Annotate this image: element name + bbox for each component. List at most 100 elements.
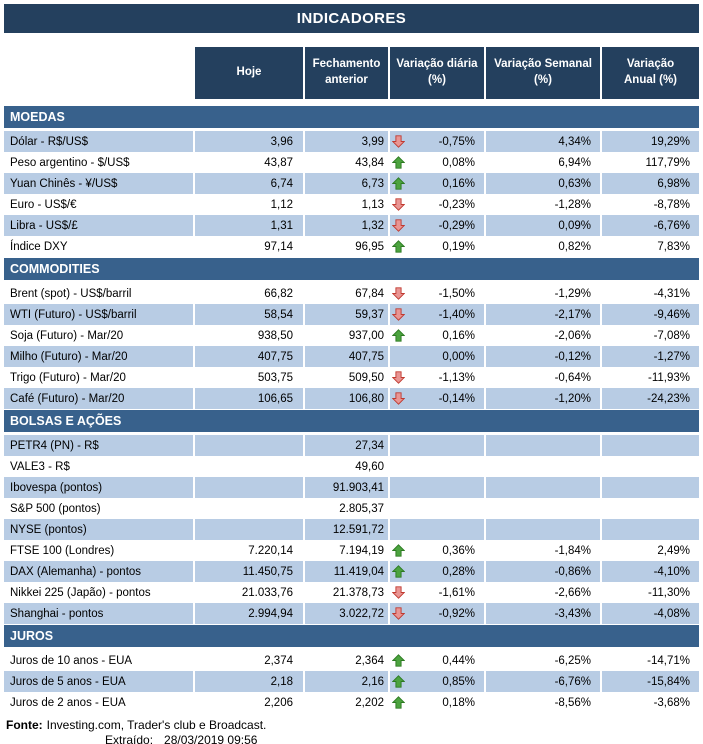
cell-label[interactable]: Índice DXY (4, 236, 195, 257)
cell-hoje[interactable] (195, 498, 305, 519)
cell-fechamento[interactable]: 509,50 (305, 367, 390, 388)
cell-fechamento[interactable]: 67,84 (305, 283, 390, 304)
cell-variacao-semanal[interactable]: -2,17% (486, 304, 602, 325)
cell-variacao-anual[interactable]: -4,31% (653, 287, 690, 300)
cell-variacao-semanal[interactable] (486, 498, 602, 519)
section-header-bolsas-e-a-es[interactable]: BOLSAS E AÇÕES (4, 410, 699, 432)
cell-variacao-diaria[interactable]: 0,16% (390, 325, 486, 346)
cell-fechamento[interactable]: 3,99 (305, 131, 390, 152)
cell-variacao-diaria[interactable]: 0,85% (390, 671, 486, 692)
cell-hoje[interactable] (195, 519, 305, 540)
section-header-moedas[interactable]: MOEDAS (4, 106, 699, 128)
cell-variacao-anual[interactable]: -24,23% (602, 388, 699, 409)
cell-variacao-diaria[interactable]: 0,16% (390, 173, 486, 194)
cell-variacao-diaria[interactable]: 0,36% (390, 540, 486, 561)
cell-variacao-anual[interactable]: -3,68% (653, 696, 690, 709)
cell-hoje[interactable]: 6,74 (195, 173, 305, 194)
cell-hoje[interactable]: 106,65 (195, 388, 305, 409)
cell-label[interactable]: S&P 500 (pontos) (4, 498, 195, 519)
cell-fechamento[interactable]: 1,13 (305, 194, 390, 215)
column-header-variacao-anual[interactable]: Variação Anual (%) (602, 47, 699, 99)
cell-variacao-anual[interactable]: 19,29% (602, 131, 699, 152)
section-header-juros[interactable]: JUROS (4, 625, 699, 647)
cell-label[interactable]: DAX (Alemanha) - pontos (4, 561, 195, 582)
column-header-variacao-semanal[interactable]: Variação Semanal (%) (486, 47, 602, 99)
cell-label[interactable]: VALE3 - R$ (4, 456, 195, 477)
cell-variacao-anual[interactable]: -6,76% (602, 215, 699, 236)
cell-variacao-semanal[interactable]: 4,34% (486, 131, 602, 152)
cell-hoje[interactable]: 1,12 (195, 194, 305, 215)
cell-variacao-semanal[interactable] (486, 435, 602, 456)
cell-fechamento[interactable]: 96,95 (305, 236, 390, 257)
cell-variacao-anual[interactable]: -1,27% (602, 346, 699, 367)
cell-variacao-diaria[interactable] (390, 498, 486, 519)
cell-hoje[interactable]: 407,75 (195, 346, 305, 367)
cell-variacao-semanal[interactable]: -0,64% (486, 367, 602, 388)
cell-variacao-diaria[interactable]: 0,00% (390, 346, 486, 367)
cell-variacao-diaria[interactable] (390, 519, 486, 540)
cell-fechamento[interactable]: 27,34 (305, 435, 390, 456)
cell-label[interactable]: Milho (Futuro) - Mar/20 (4, 346, 195, 367)
cell-fechamento[interactable]: 21.378,73 (305, 582, 390, 603)
cell-variacao-semanal[interactable]: 0,82% (486, 236, 602, 257)
cell-variacao-semanal[interactable]: -2,06% (486, 325, 602, 346)
cell-variacao-semanal[interactable]: -2,66% (486, 582, 602, 603)
cell-hoje[interactable]: 2,206 (195, 692, 305, 713)
cell-variacao-semanal[interactable]: -1,28% (486, 194, 602, 215)
cell-label[interactable]: PETR4 (PN) - R$ (4, 435, 195, 456)
cell-variacao-anual[interactable]: -11,93% (648, 371, 690, 384)
cell-hoje[interactable] (195, 435, 305, 456)
cell-variacao-anual[interactable]: -4,08% (602, 603, 699, 624)
cell-variacao-anual[interactable]: 2,49% (657, 544, 690, 557)
cell-variacao-semanal[interactable] (486, 477, 602, 498)
column-header-variacao-diaria[interactable]: Variação diária (%) (390, 47, 486, 99)
cell-label[interactable]: Café (Futuro) - Mar/20 (4, 388, 195, 409)
cell-fechamento[interactable]: 1,32 (305, 215, 390, 236)
cell-variacao-diaria[interactable]: -0,75% (390, 131, 486, 152)
cell-variacao-semanal[interactable]: -0,86% (486, 561, 602, 582)
cell-fechamento[interactable]: 3.022,72 (305, 603, 390, 624)
cell-variacao-anual[interactable]: 7,83% (657, 240, 690, 253)
cell-label[interactable]: Juros de 10 anos - EUA (4, 650, 195, 671)
cell-variacao-diaria[interactable]: 0,44% (390, 650, 486, 671)
cell-fechamento[interactable]: 2,364 (305, 650, 390, 671)
cell-hoje[interactable]: 58,54 (195, 304, 305, 325)
cell-variacao-diaria[interactable] (390, 477, 486, 498)
cell-hoje[interactable]: 3,96 (195, 131, 305, 152)
cell-variacao-anual[interactable] (602, 519, 699, 540)
cell-hoje[interactable]: 2.994,94 (195, 603, 305, 624)
cell-fechamento[interactable]: 2,202 (305, 692, 390, 713)
cell-variacao-anual[interactable]: -4,10% (602, 561, 699, 582)
cell-variacao-anual[interactable]: -7,08% (653, 329, 690, 342)
cell-label[interactable]: Nikkei 225 (Japão) - pontos (4, 582, 195, 603)
cell-variacao-semanal[interactable]: 0,09% (486, 215, 602, 236)
cell-variacao-anual[interactable] (602, 498, 699, 519)
cell-hoje[interactable]: 2,18 (195, 671, 305, 692)
cell-variacao-semanal[interactable]: 0,63% (486, 173, 602, 194)
cell-variacao-semanal[interactable]: -1,29% (486, 283, 602, 304)
cell-hoje[interactable]: 938,50 (195, 325, 305, 346)
cell-hoje[interactable] (195, 456, 305, 477)
cell-hoje[interactable]: 66,82 (195, 283, 305, 304)
cell-label[interactable]: Shanghai - pontos (4, 603, 195, 624)
cell-label[interactable]: NYSE (pontos) (4, 519, 195, 540)
cell-hoje[interactable]: 97,14 (195, 236, 305, 257)
cell-variacao-semanal[interactable]: -0,12% (486, 346, 602, 367)
column-header-hoje[interactable]: Hoje (195, 47, 305, 99)
cell-variacao-diaria[interactable]: 0,18% (390, 692, 486, 713)
cell-label[interactable]: Brent (spot) - US$/barril (4, 283, 195, 304)
source-note[interactable]: Fonte: Investing.com, Trader's club e Bro… (4, 718, 699, 732)
cell-variacao-diaria[interactable] (390, 435, 486, 456)
cell-variacao-anual[interactable] (602, 435, 699, 456)
cell-label[interactable]: Juros de 2 anos - EUA (4, 692, 195, 713)
cell-label[interactable]: FTSE 100 (Londres) (4, 540, 195, 561)
cell-label[interactable]: Juros de 5 anos - EUA (4, 671, 195, 692)
section-header-commodities[interactable]: COMMODITIES (4, 258, 699, 280)
cell-hoje[interactable]: 21.033,76 (195, 582, 305, 603)
cell-variacao-diaria[interactable]: 0,08% (390, 152, 486, 173)
cell-fechamento[interactable]: 407,75 (305, 346, 390, 367)
cell-variacao-anual[interactable]: -15,84% (602, 671, 699, 692)
cell-variacao-diaria[interactable]: -0,23% (390, 194, 486, 215)
cell-variacao-diaria[interactable] (390, 456, 486, 477)
cell-variacao-anual[interactable]: -9,46% (602, 304, 699, 325)
